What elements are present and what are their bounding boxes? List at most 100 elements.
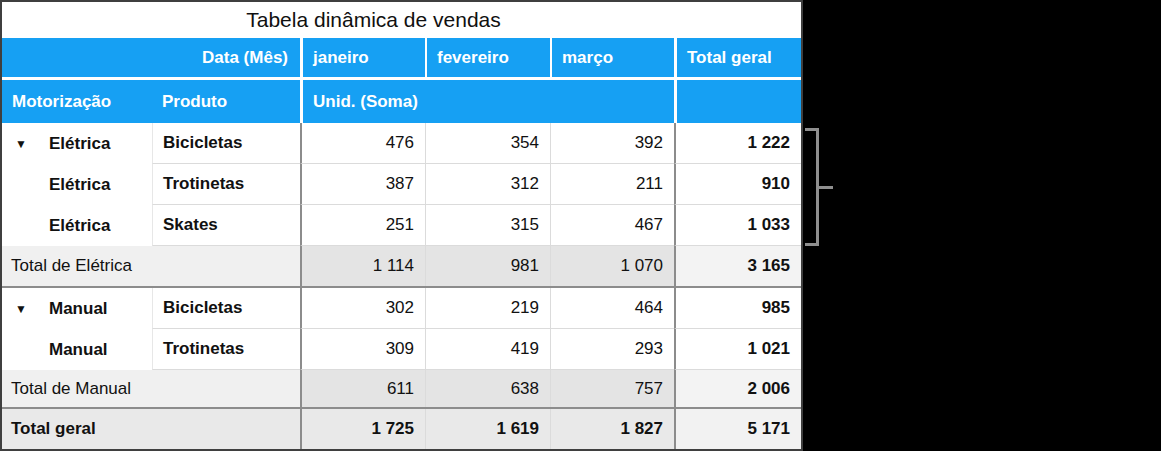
cell-janeiro-value[interactable]: 302 — [300, 288, 425, 329]
cell-total-label[interactable]: Total de Elétrica — [2, 246, 300, 286]
cell-row-total[interactable]: 2 006 — [674, 370, 801, 407]
header-motorizacao-label: Motorização — [12, 92, 111, 112]
pivot-table: Tabela dinâmica de vendas Data (Mês) jan… — [0, 0, 803, 451]
header-cell-data-mes[interactable]: Data (Mês) — [2, 38, 300, 77]
cell-fevereiro-value[interactable]: 981 — [425, 246, 550, 286]
header-cell-unid-soma[interactable]: Unid. (Soma) — [300, 80, 674, 123]
value: 251 — [386, 215, 414, 235]
header-cell-total-geral[interactable]: Total geral — [674, 38, 801, 77]
row-total-value: 910 — [762, 174, 790, 194]
cell-janeiro-value[interactable]: 1 114 — [300, 246, 425, 286]
value: 1 619 — [496, 419, 539, 439]
row-total-value: 1 033 — [747, 215, 790, 235]
header-cell-marco[interactable]: março — [550, 38, 674, 77]
grand-total-label: Total geral — [11, 419, 96, 439]
cell-produto[interactable]: Bicicletas — [152, 288, 300, 329]
cell-janeiro-value[interactable]: 611 — [300, 370, 425, 407]
table-row-manual-trotinetas: Manual Trotinetas 309 419 293 1 021 — [2, 329, 801, 370]
value: 476 — [386, 133, 414, 153]
cell-fevereiro-value[interactable]: 312 — [425, 164, 550, 205]
value: 464 — [635, 298, 663, 318]
cell-motorizacao[interactable]: Manual — [2, 329, 152, 370]
value: 638 — [511, 379, 539, 399]
cell-produto[interactable]: Trotinetas — [152, 329, 300, 370]
header-cell-fevereiro[interactable]: fevereiro — [425, 38, 550, 77]
header-cell-produto[interactable]: Produto — [152, 80, 300, 123]
row-total-value: 1 222 — [747, 133, 790, 153]
cell-produto[interactable]: Trotinetas — [152, 164, 300, 205]
cell-janeiro-value[interactable]: 251 — [300, 205, 425, 246]
table-title: Tabela dinâmica de vendas — [2, 2, 801, 38]
cell-produto[interactable]: Bicicletas — [152, 123, 300, 164]
cell-motorizacao[interactable]: Elétrica — [2, 205, 152, 246]
cell-row-total[interactable]: 1 033 — [674, 205, 801, 246]
cell-janeiro-value[interactable]: 1 725 — [300, 409, 425, 449]
value: 309 — [386, 339, 414, 359]
cell-marco-value[interactable]: 392 — [550, 123, 674, 164]
cell-janeiro-value[interactable]: 387 — [300, 164, 425, 205]
cell-motorizacao[interactable]: Elétrica — [2, 164, 152, 205]
header-produto-label: Produto — [162, 92, 227, 112]
cell-janeiro-value[interactable]: 309 — [300, 329, 425, 370]
cell-marco-value[interactable]: 293 — [550, 329, 674, 370]
cell-marco-value[interactable]: 467 — [550, 205, 674, 246]
value: 315 — [511, 215, 539, 235]
cell-motorizacao[interactable]: ▼ Manual — [2, 288, 152, 329]
motorizacao-label: Manual — [49, 340, 108, 360]
cell-marco-value[interactable]: 1 070 — [550, 246, 674, 286]
cell-produto[interactable]: Skates — [152, 205, 300, 246]
value: 312 — [511, 174, 539, 194]
header-cell-janeiro[interactable]: janeiro — [300, 38, 425, 77]
disclosure-triangle-icon[interactable]: ▼ — [15, 136, 27, 150]
header-marco-label: março — [562, 48, 613, 68]
cell-row-total[interactable]: 5 171 — [674, 409, 801, 449]
value: 293 — [635, 339, 663, 359]
cell-row-total[interactable]: 985 — [674, 288, 801, 329]
table-row-total-geral: Total geral 1 725 1 619 1 827 5 171 — [2, 409, 801, 449]
value: 354 — [511, 133, 539, 153]
total-label: Total de Elétrica — [11, 256, 132, 276]
value: 1 827 — [620, 419, 663, 439]
cell-fevereiro-value[interactable]: 1 619 — [425, 409, 550, 449]
cell-marco-value[interactable]: 211 — [550, 164, 674, 205]
produto-label: Trotinetas — [163, 174, 244, 194]
cell-marco-value[interactable]: 757 — [550, 370, 674, 407]
cell-grand-total-label[interactable]: Total geral — [2, 409, 300, 449]
cell-fevereiro-value[interactable]: 219 — [425, 288, 550, 329]
value: 981 — [511, 256, 539, 276]
table-row-eletrica-skates: Elétrica Skates 251 315 467 1 033 — [2, 205, 801, 246]
header-cell-motorizacao[interactable]: Motorização — [2, 80, 152, 123]
cell-row-total[interactable]: 1 021 — [674, 329, 801, 370]
value: 1 725 — [371, 419, 414, 439]
cell-janeiro-value[interactable]: 476 — [300, 123, 425, 164]
row-total-value: 2 006 — [747, 379, 790, 399]
header-data-mes-label: Data (Mês) — [202, 48, 288, 68]
disclosure-triangle-icon[interactable]: ▼ — [15, 301, 27, 315]
cell-fevereiro-value[interactable]: 354 — [425, 123, 550, 164]
header-cell-empty[interactable] — [674, 80, 801, 123]
cell-motorizacao[interactable]: ▼ Elétrica — [2, 123, 152, 164]
cell-fevereiro-value[interactable]: 638 — [425, 370, 550, 407]
value: 1 070 — [620, 256, 663, 276]
value: 211 — [636, 174, 663, 194]
value: 757 — [635, 379, 663, 399]
value: 219 — [511, 298, 539, 318]
cell-row-total[interactable]: 910 — [674, 164, 801, 205]
value: 419 — [511, 339, 539, 359]
motorizacao-label: Elétrica — [49, 134, 110, 154]
row-group-bracket-tick-icon — [819, 186, 833, 189]
cell-marco-value[interactable]: 464 — [550, 288, 674, 329]
header-total-geral-label: Total geral — [687, 48, 772, 68]
cell-row-total[interactable]: 1 222 — [674, 123, 801, 164]
produto-label: Bicicletas — [163, 298, 242, 318]
cell-total-label[interactable]: Total de Manual — [2, 370, 300, 407]
value: 302 — [386, 298, 414, 318]
value: 611 — [387, 379, 414, 399]
cell-fevereiro-value[interactable]: 315 — [425, 205, 550, 246]
canvas: { "pivot_table": { "title": "Tabela dinâ… — [0, 0, 1161, 451]
cell-fevereiro-value[interactable]: 419 — [425, 329, 550, 370]
cell-row-total[interactable]: 3 165 — [674, 246, 801, 286]
row-total-value: 985 — [762, 298, 790, 318]
value: 1 114 — [373, 256, 414, 276]
cell-marco-value[interactable]: 1 827 — [550, 409, 674, 449]
